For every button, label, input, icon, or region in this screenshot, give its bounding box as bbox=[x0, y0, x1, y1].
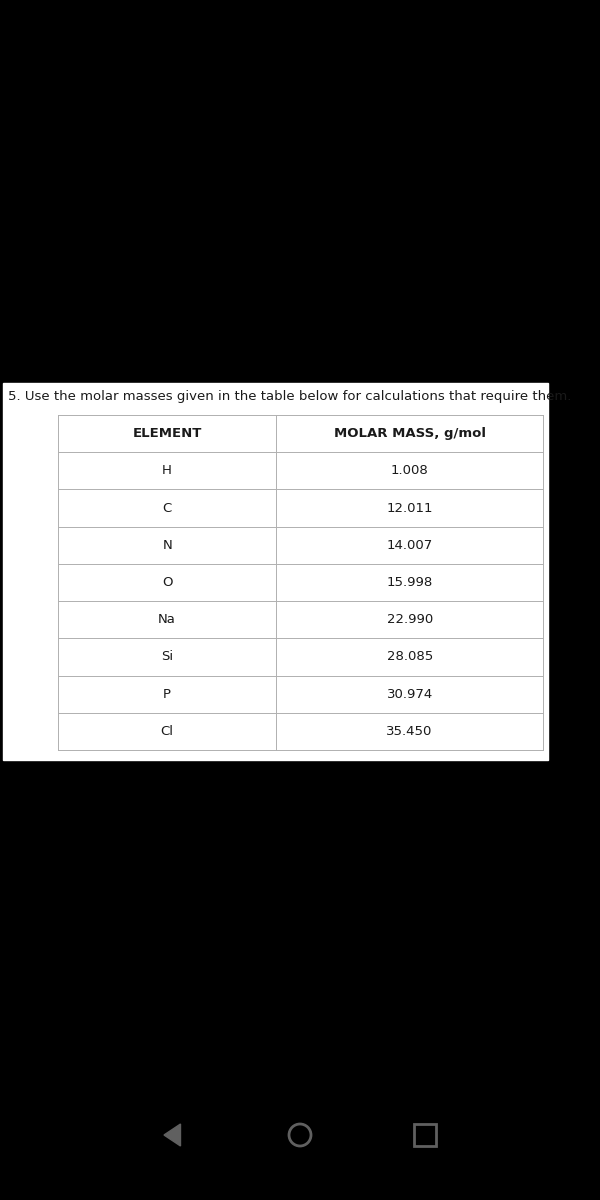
Text: 15.998: 15.998 bbox=[386, 576, 433, 589]
Text: 22.990: 22.990 bbox=[386, 613, 433, 626]
Text: Na: Na bbox=[158, 613, 176, 626]
Text: C: C bbox=[163, 502, 172, 515]
Text: P: P bbox=[163, 688, 171, 701]
Text: O: O bbox=[162, 576, 172, 589]
Text: Si: Si bbox=[161, 650, 173, 664]
Text: 35.450: 35.450 bbox=[386, 725, 433, 738]
Bar bbox=[414, 1124, 436, 1146]
Text: 5. Use the molar masses given in the table below for calculations that require t: 5. Use the molar masses given in the tab… bbox=[8, 390, 571, 403]
Polygon shape bbox=[164, 1124, 181, 1146]
Text: 1.008: 1.008 bbox=[391, 464, 428, 478]
Text: 30.974: 30.974 bbox=[386, 688, 433, 701]
Text: MOLAR MASS, g/mol: MOLAR MASS, g/mol bbox=[334, 427, 485, 440]
Text: 12.011: 12.011 bbox=[386, 502, 433, 515]
Text: ELEMENT: ELEMENT bbox=[133, 427, 202, 440]
Text: N: N bbox=[162, 539, 172, 552]
Text: H: H bbox=[162, 464, 172, 478]
Text: Cl: Cl bbox=[161, 725, 173, 738]
Text: 28.085: 28.085 bbox=[386, 650, 433, 664]
Text: 14.007: 14.007 bbox=[386, 539, 433, 552]
